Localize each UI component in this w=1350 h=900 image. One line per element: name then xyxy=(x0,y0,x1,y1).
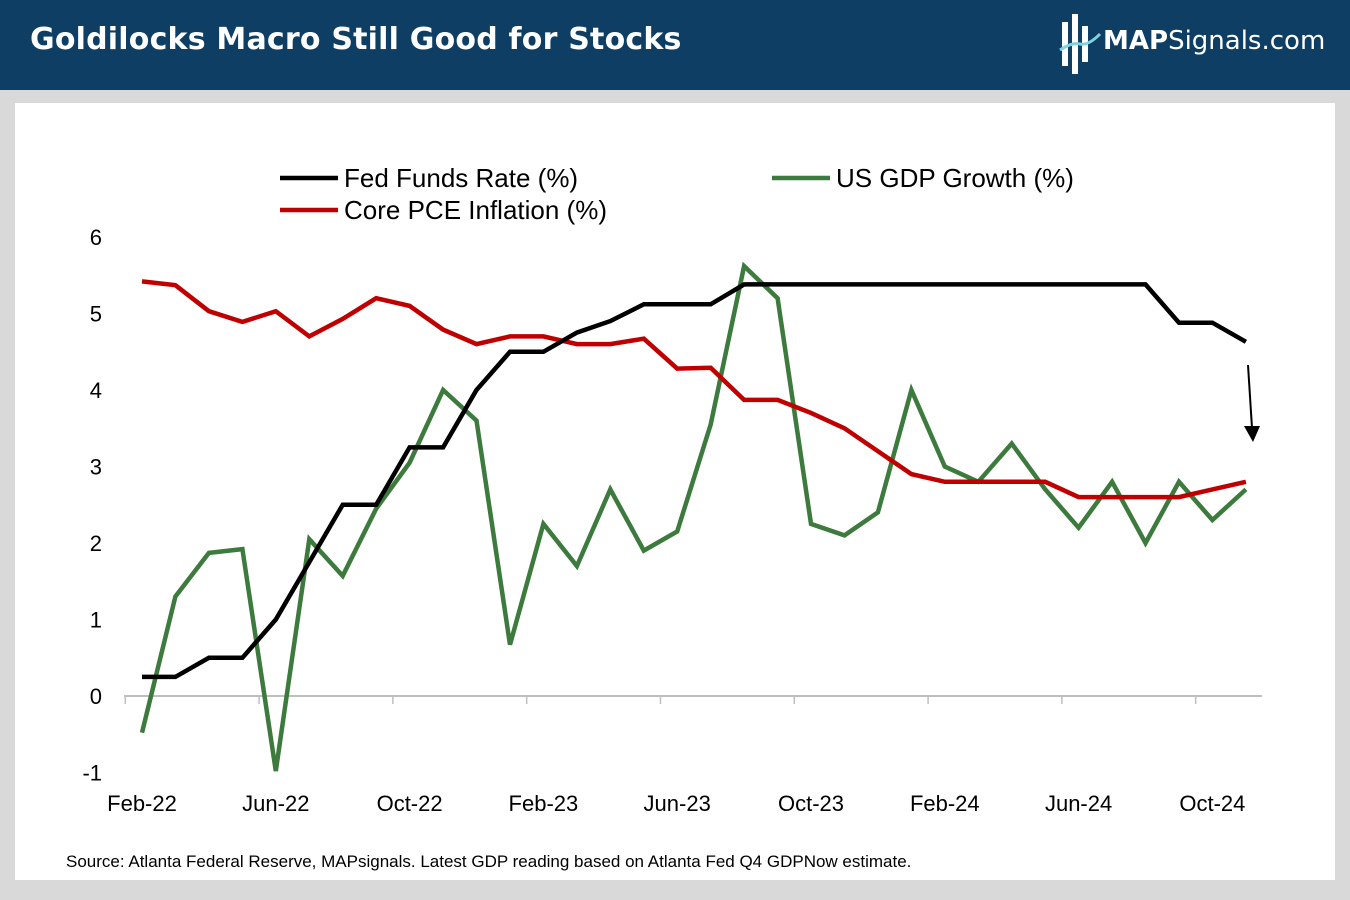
x-tick-label: Oct-22 xyxy=(377,791,443,816)
header-bar: Goldilocks Macro Still Good for Stocks M… xyxy=(0,0,1350,90)
legend-label: US GDP Growth (%) xyxy=(836,163,1074,193)
mapsignals-logo-icon xyxy=(1059,14,1102,74)
down-arrow-head-icon xyxy=(1244,426,1260,442)
legend-label: Core PCE Inflation (%) xyxy=(344,195,607,225)
x-tick-label: Jun-22 xyxy=(242,791,309,816)
y-tick-label: 1 xyxy=(90,608,102,633)
x-tick-label: Feb-24 xyxy=(910,791,980,816)
y-tick-label: 6 xyxy=(90,225,102,250)
y-tick-label: 2 xyxy=(90,531,102,556)
y-tick-label: 3 xyxy=(90,455,102,480)
x-tick-label: Feb-23 xyxy=(509,791,579,816)
series-line xyxy=(141,279,1247,500)
x-tick-label: Jun-24 xyxy=(1045,791,1112,816)
y-tick-label: 5 xyxy=(90,302,102,327)
y-tick-label: 4 xyxy=(90,378,102,403)
x-tick-label: Oct-24 xyxy=(1179,791,1245,816)
legend-label: Fed Funds Rate (%) xyxy=(344,163,578,193)
x-tick-label: Jun-23 xyxy=(644,791,711,816)
logo-text: MAPSignals.com xyxy=(1103,26,1325,56)
down-arrow-icon xyxy=(1247,364,1253,429)
page-title: Goldilocks Macro Still Good for Stocks xyxy=(30,22,682,57)
series-line xyxy=(139,261,1248,772)
y-tick-label: -1 xyxy=(82,761,102,786)
source-note: Source: Atlanta Federal Reserve, MAPsign… xyxy=(66,852,912,871)
series-line xyxy=(142,282,1248,680)
logo-text-bold: MAP xyxy=(1103,26,1169,56)
x-tick-label: Feb-22 xyxy=(107,791,177,816)
logo-text-rest: Signals.com xyxy=(1168,26,1326,56)
x-tick-label: Oct-23 xyxy=(778,791,844,816)
y-tick-label: 0 xyxy=(90,684,102,709)
